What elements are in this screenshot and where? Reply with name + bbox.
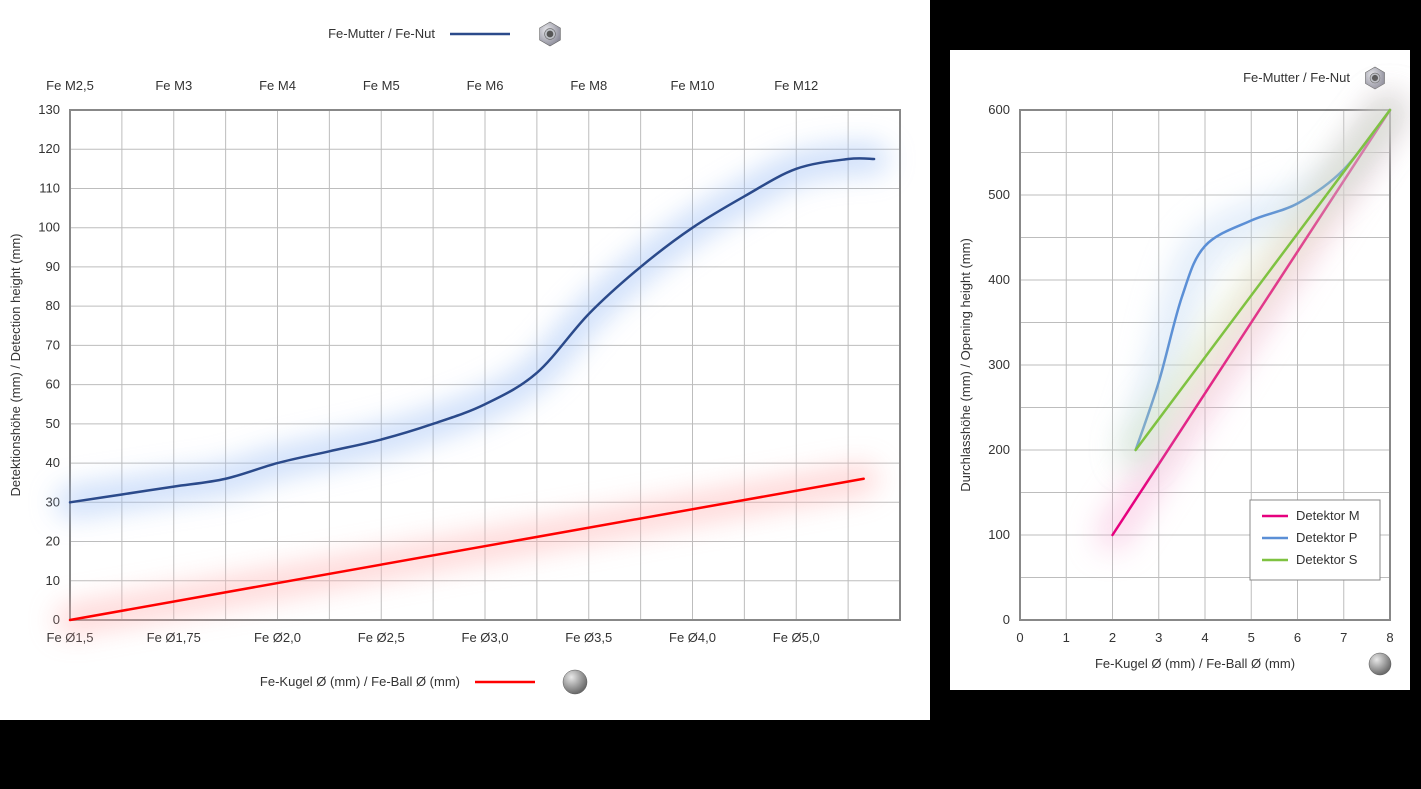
y-tick-label: 60 [46,377,60,392]
top-x-tick-label: Fe M2,5 [46,78,94,93]
x-tick-label: 4 [1201,630,1208,645]
top-x-tick-label: Fe M6 [467,78,504,93]
y-tick-label: 120 [38,141,60,156]
bottom-x-tick-label: Fe Ø4,0 [669,630,716,645]
legend-top-label: Fe-Mutter / Fe-Nut [328,26,435,41]
y-tick-label: 100 [38,220,60,235]
y-tick-label: 500 [988,187,1010,202]
x-tick-label: 6 [1294,630,1301,645]
bottom-x-tick-label: Fe Ø3,0 [462,630,509,645]
x-tick-label: 3 [1155,630,1162,645]
top-x-tick-label: Fe M5 [363,78,400,93]
bottom-x-tick-label: Fe Ø2,0 [254,630,301,645]
y-tick-label: 130 [38,102,60,117]
y-tick-label: 300 [988,357,1010,372]
chart-detection-height: 0102030405060708090100110120130Fe M2,5Fe… [0,0,930,720]
x-tick-label: 0 [1016,630,1023,645]
y-tick-label: 600 [988,102,1010,117]
y-tick-label: 0 [1003,612,1010,627]
bottom-x-tick-label: Fe Ø2,5 [358,630,405,645]
y-tick-label: 50 [46,416,60,431]
legend-top-label: Fe-Mutter / Fe-Nut [1243,70,1350,85]
x-tick-label: 7 [1340,630,1347,645]
chart-opening-height: 0 100 200 300 400 500 600 0 1 2 3 4 5 6 7 8 Durchlasshöh… [950,50,1410,690]
bottom-x-tick-label: Fe Ø1,75 [147,630,201,645]
charts-container: 0102030405060708090100110120130Fe M2,5Fe… [0,0,1421,789]
x-tick-label: 1 [1063,630,1070,645]
x-axis-label: Fe-Kugel Ø (mm) / Fe-Ball Ø (mm) [1095,656,1295,671]
y-tick-label: 80 [46,298,60,313]
x-tick-label: 2 [1109,630,1116,645]
y-tick-label: 10 [46,573,60,588]
y-axis-label: Durchlasshöhe (mm) / Opening height (mm) [958,238,973,492]
top-x-tick-label: Fe M8 [570,78,607,93]
top-x-tick-label: Fe M10 [670,78,714,93]
legend-item-label: Detektor S [1296,552,1358,567]
y-tick-label: 110 [39,180,60,195]
y-tick-label: 20 [46,534,60,549]
top-x-tick-label: Fe M3 [155,78,192,93]
y-tick-label: 100 [988,527,1010,542]
y-tick-label: 200 [988,442,1010,457]
y-tick-label: 90 [46,259,60,274]
ball-icon [563,670,587,694]
x-tick-label: 5 [1248,630,1255,645]
y-axis-label: Detektionshöhe (mm) / Detection height (… [8,234,23,497]
legend-item-label: Detektor P [1296,530,1357,545]
bottom-x-tick-label: Fe Ø5,0 [773,630,820,645]
y-tick-label: 40 [46,455,60,470]
legend-item-label: Detektor M [1296,508,1360,523]
top-x-tick-label: Fe M4 [259,78,296,93]
top-x-tick-label: Fe M12 [774,78,818,93]
legend-bottom-label: Fe-Kugel Ø (mm) / Fe-Ball Ø (mm) [260,674,460,689]
y-tick-label: 70 [46,337,60,352]
bottom-x-tick-label: Fe Ø3,5 [565,630,612,645]
ball-icon [1369,653,1391,675]
y-tick-label: 400 [988,272,1010,287]
x-tick-label: 8 [1386,630,1393,645]
